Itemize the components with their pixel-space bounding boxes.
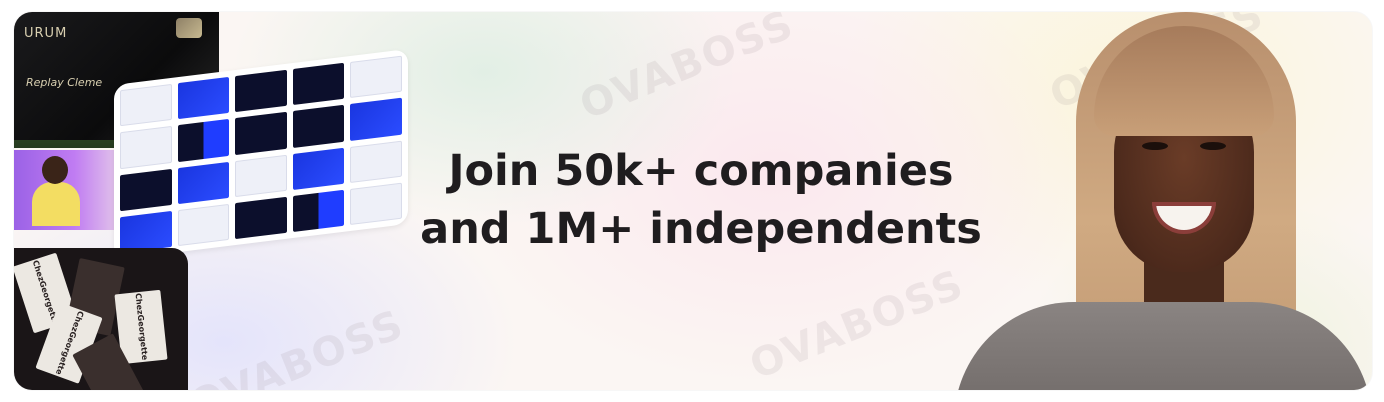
slide-tile [120,126,172,169]
presentation-slides-image [114,48,408,261]
headline: Join 50k+ companies and 1M+ independents [406,142,996,258]
business-cards-image: ChezGeorgette ChezGeorgette ChezGeorgett… [14,248,188,390]
watermark: OVABOSS [573,12,801,129]
slide-tile [235,196,287,240]
slide-tile [292,104,345,148]
slide-tile [177,76,230,120]
slide-tile [235,112,287,155]
person-head [42,156,68,184]
slide-tile [350,182,402,225]
slide-tile [350,97,402,141]
blazer [954,302,1372,390]
card-brand-text: URUM [24,26,68,41]
slide-tile [120,168,172,212]
card-chip [176,18,202,38]
headline-line-1: Join 50k+ companies [448,146,954,196]
eye [1142,142,1168,150]
slide-tile [350,55,402,99]
watermark: OVABOSS [183,301,411,390]
slide-tile [120,210,172,254]
watermark: OVABOSS [743,261,971,389]
slide-tile [292,62,345,106]
slide-tile [235,154,287,197]
slide-tile [177,203,230,247]
portrait-photo [954,12,1372,390]
slide-tile [292,189,345,233]
slide-tile [350,140,402,183]
headline-line-2: and 1M+ independents [420,204,982,254]
slide-tile [292,147,345,190]
testimonial-banner: OVABOSS OVABOSS OVABOSS OVABOSS URUM Rep… [14,12,1372,390]
card-signature: Replay Cleme [26,76,103,89]
billboard-photo [14,150,124,230]
slide-tile [177,119,230,162]
slide-tile [177,161,230,204]
eye [1200,142,1226,150]
person-body [32,182,80,226]
slide-tile [235,69,287,113]
slide-tile [120,83,172,127]
